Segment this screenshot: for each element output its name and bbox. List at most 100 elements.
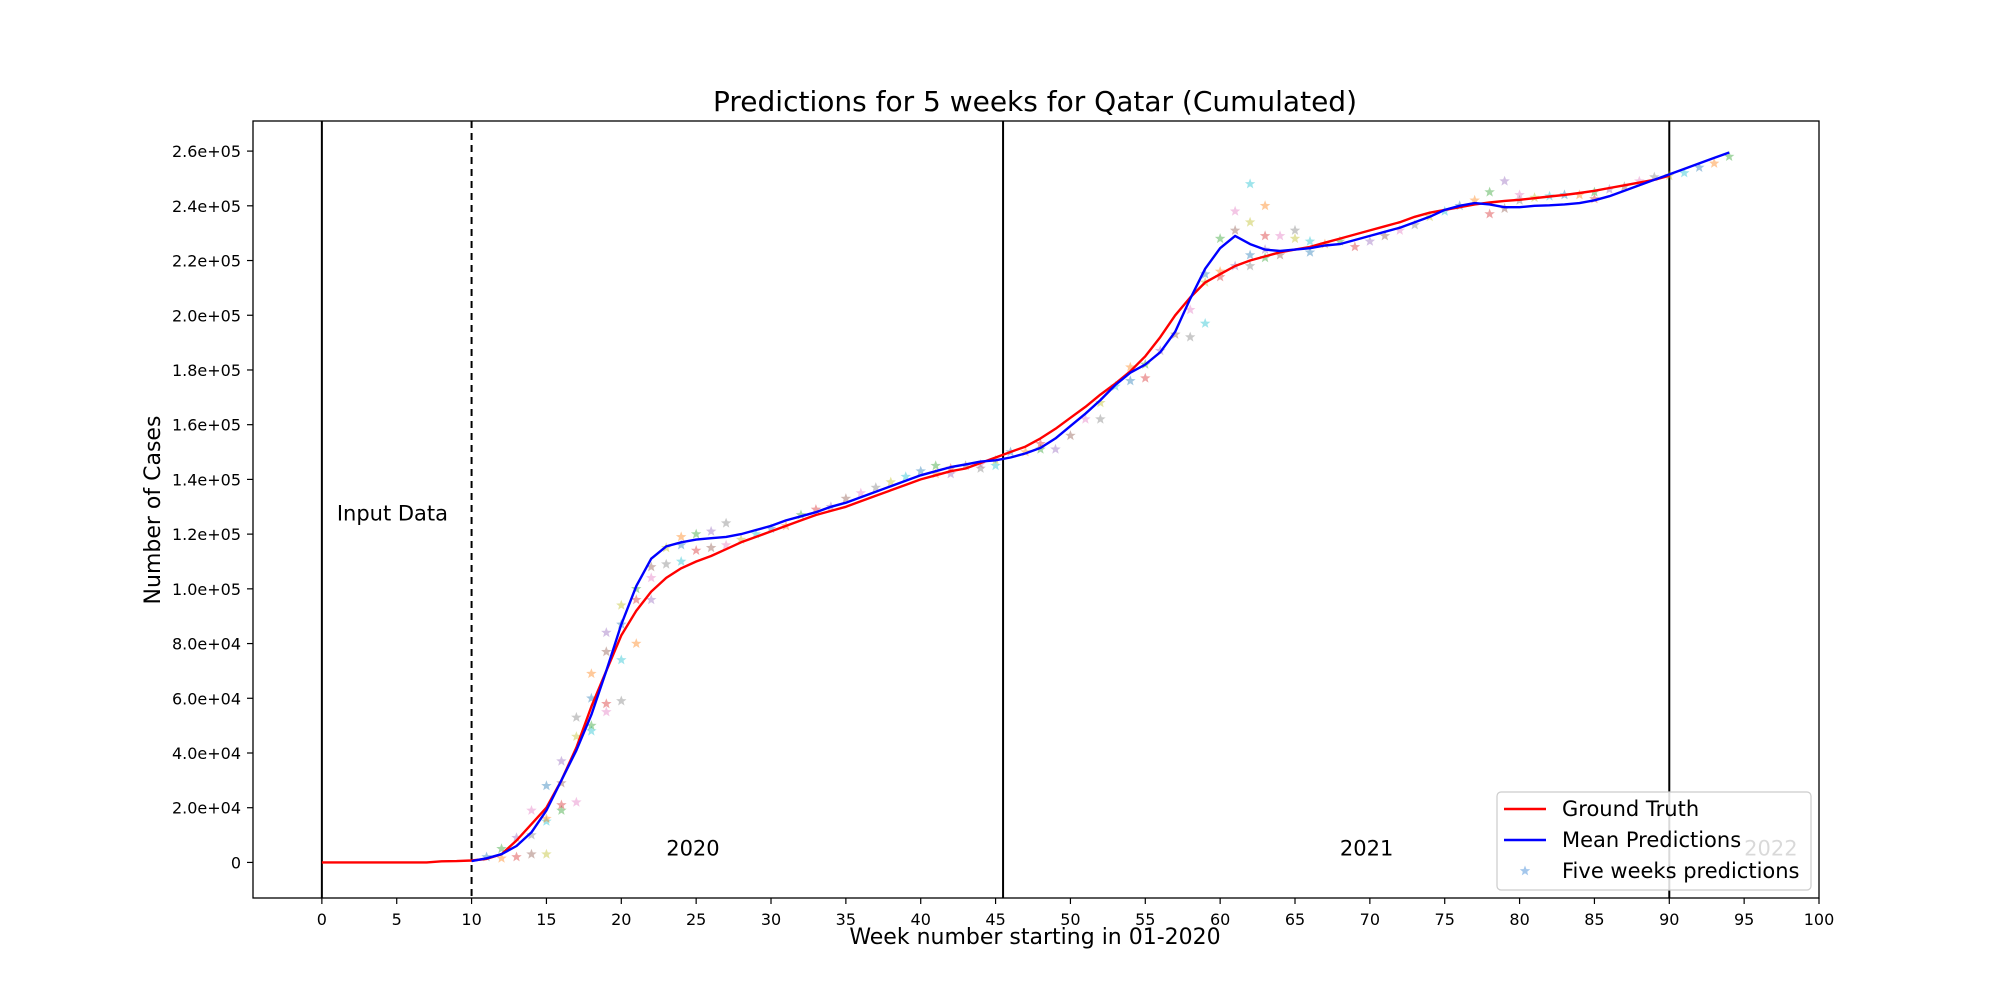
legend-label: Five weeks predictions <box>1562 859 1800 883</box>
x-tick-label: 100 <box>1804 910 1835 929</box>
plot-frame <box>252 120 1820 899</box>
prediction-point <box>975 463 986 473</box>
prediction-point <box>1080 413 1091 424</box>
prediction-point <box>1469 194 1480 205</box>
prediction-point <box>1694 162 1705 172</box>
prediction-point <box>1050 443 1061 454</box>
prediction-point <box>1709 157 1720 168</box>
prediction-point <box>720 517 732 528</box>
prediction-point <box>541 813 552 824</box>
prediction-point <box>571 711 582 722</box>
x-tick-label: 25 <box>686 910 706 929</box>
prediction-point <box>1484 208 1495 219</box>
plot-area: Input Data202020212022 <box>320 121 1798 898</box>
prediction-point <box>1065 430 1076 441</box>
prediction-point <box>1229 224 1241 235</box>
prediction-point <box>1140 372 1151 383</box>
prediction-point <box>1214 266 1226 276</box>
prediction-point <box>720 539 732 550</box>
prediction-point <box>541 780 552 791</box>
prediction-point <box>735 534 747 544</box>
prediction-point <box>601 646 612 657</box>
prediction-point <box>1499 175 1510 186</box>
prediction-point <box>1649 171 1660 182</box>
y-tick-label: 1.0e+05 <box>172 580 241 599</box>
x-tick-label: 60 <box>1210 910 1230 929</box>
series-line-mean-predictions <box>471 151 1730 863</box>
prediction-point <box>526 805 537 815</box>
prediction-point <box>1170 328 1181 339</box>
prediction-point <box>1244 249 1256 260</box>
prediction-point <box>631 638 642 648</box>
y-tick-label: 4.0e+04 <box>172 744 241 763</box>
prediction-point <box>1125 361 1136 372</box>
x-tick-label: 5 <box>392 910 402 929</box>
prediction-point <box>496 843 507 854</box>
prediction-point <box>855 487 867 498</box>
prediction-point <box>616 654 627 665</box>
prediction-point <box>556 805 567 815</box>
prediction-point <box>1259 200 1271 211</box>
prediction-point <box>1304 246 1316 257</box>
prediction-point <box>616 599 627 610</box>
prediction-point <box>1185 331 1196 342</box>
prediction-point <box>556 799 567 810</box>
prediction-point <box>1244 260 1256 271</box>
x-tick-label: 95 <box>1734 910 1754 929</box>
x-axis: 0 5 10 15 20 25 30 35 40 45 50 55 60 65 70 75 80 85 90 95 10… <box>317 898 1834 929</box>
x-tick-label: 75 <box>1435 910 1455 929</box>
prediction-point <box>1634 175 1645 186</box>
prediction-point <box>930 468 941 479</box>
prediction-point <box>541 815 552 826</box>
prediction-point <box>661 558 672 569</box>
prediction-point <box>1199 268 1211 279</box>
prediction-point <box>586 668 597 679</box>
prediction-point <box>586 692 597 703</box>
x-tick-label: 10 <box>461 910 481 929</box>
prediction-point <box>1484 186 1495 197</box>
prediction-point <box>601 698 612 709</box>
prediction-point <box>511 832 522 843</box>
x-tick-label: 70 <box>1360 910 1380 929</box>
prediction-point <box>810 504 822 514</box>
prediction-point <box>556 755 567 766</box>
annotation-0: Input Data <box>337 501 448 525</box>
prediction-point <box>526 848 537 859</box>
prediction-point <box>1095 413 1106 424</box>
prediction-point <box>1095 397 1106 408</box>
prediction-point <box>616 695 627 706</box>
prediction-point <box>1259 230 1271 241</box>
legend-swatch <box>1519 865 1531 876</box>
prediction-point <box>646 572 657 583</box>
prediction-point <box>541 848 552 859</box>
y-tick-label: 2.6e+05 <box>172 142 241 161</box>
legend: Ground Truth Mean Predictions Five weeks p… <box>1496 791 1812 891</box>
prediction-point <box>690 545 702 555</box>
prediction-point <box>601 706 612 717</box>
x-tick-label: 90 <box>1659 910 1679 929</box>
prediction-point <box>1334 235 1346 246</box>
prediction-point <box>795 509 807 520</box>
prediction-point <box>1394 224 1405 235</box>
prediction-point <box>586 720 597 731</box>
y-tick-label: 8.0e+04 <box>172 635 241 654</box>
prediction-point <box>1723 151 1735 161</box>
prediction-point <box>765 523 777 534</box>
y-axis-label: Number of Cases <box>141 416 166 605</box>
y-tick-label: 2.4e+05 <box>172 197 241 216</box>
prediction-point <box>646 594 657 605</box>
y-tick-label: 2.2e+05 <box>172 252 241 271</box>
prediction-point <box>1274 230 1286 241</box>
prediction-point <box>870 482 881 493</box>
y-tick-label: 1.4e+05 <box>172 470 241 489</box>
annotation-2: 2021 <box>1340 837 1393 861</box>
prediction-point <box>1214 271 1226 282</box>
prediction-point <box>586 725 597 736</box>
prediction-point <box>1199 318 1211 328</box>
prediction-point <box>601 627 612 638</box>
prediction-point <box>1274 249 1286 260</box>
y-tick-label: 1.6e+05 <box>172 416 241 435</box>
prediction-point <box>1589 193 1600 204</box>
